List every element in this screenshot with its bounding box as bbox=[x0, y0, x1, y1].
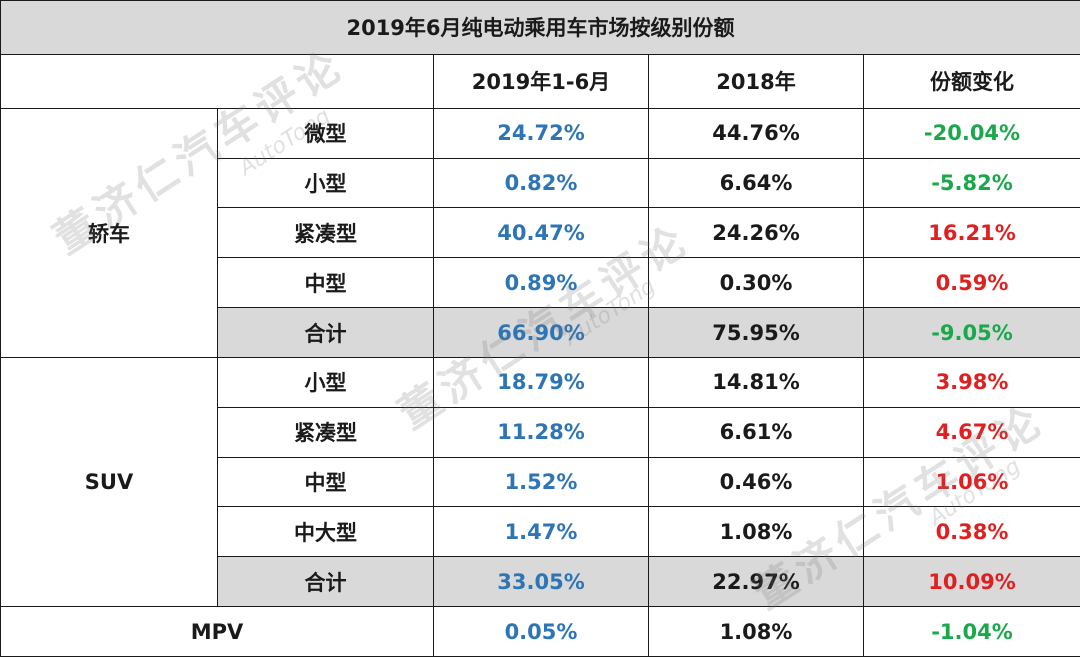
value-share-change: -9.05% bbox=[863, 307, 1080, 358]
value-2019-h1: 24.72% bbox=[433, 107, 649, 159]
value-2018: 0.46% bbox=[648, 456, 864, 508]
value-2019-h1: 0.05% bbox=[433, 606, 649, 657]
header-share-change: 份额变化 bbox=[863, 53, 1080, 109]
value-2018: 1.08% bbox=[648, 506, 864, 558]
header-2019-h1: 2019年1-6月 bbox=[433, 53, 649, 109]
subtotal-row: 合计 66.90% 75.95% -9.05% bbox=[1, 307, 1080, 358]
value-share-change: 4.67% bbox=[863, 406, 1080, 458]
value-2018: 0.30% bbox=[648, 257, 864, 309]
header-blank bbox=[0, 53, 434, 109]
table-row: 中大型 1.47% 1.08% 0.38% bbox=[1, 506, 1080, 558]
segment-label: 小型 bbox=[217, 356, 434, 408]
table-row: 紧凑型 11.28% 6.61% 4.67% bbox=[1, 406, 1080, 458]
segment-label: 中型 bbox=[217, 257, 434, 309]
segment-label: 小型 bbox=[217, 157, 434, 209]
value-2018: 24.26% bbox=[648, 207, 864, 259]
value-share-change: 1.06% bbox=[863, 456, 1080, 508]
value-2019-h1: 18.79% bbox=[433, 356, 649, 408]
value-2018: 6.61% bbox=[648, 406, 864, 458]
category-label: SUV bbox=[0, 356, 218, 608]
segment-label: 紧凑型 bbox=[217, 406, 434, 458]
value-2019-h1: 33.05% bbox=[433, 556, 649, 608]
value-share-change: 0.59% bbox=[863, 257, 1080, 309]
subtotal-row: 合计 33.05% 22.97% 10.09% bbox=[1, 556, 1080, 608]
value-share-change: 0.38% bbox=[863, 506, 1080, 558]
value-share-change: 10.09% bbox=[863, 556, 1080, 608]
value-2018: 6.64% bbox=[648, 157, 864, 209]
subtotal-label: 合计 bbox=[217, 556, 434, 608]
value-share-change: 3.98% bbox=[863, 356, 1080, 408]
table-title: 2019年6月纯电动乘用车市场按级别份额 bbox=[0, 0, 1080, 55]
value-2018: 44.76% bbox=[648, 107, 864, 159]
value-share-change: -5.82% bbox=[863, 157, 1080, 209]
segment-label: 中型 bbox=[217, 456, 434, 508]
segment-label: 中大型 bbox=[217, 506, 434, 558]
value-2018: 75.95% bbox=[648, 307, 864, 358]
segment-label: 紧凑型 bbox=[217, 207, 434, 259]
value-share-change: -20.04% bbox=[863, 107, 1080, 159]
value-2018: 22.97% bbox=[648, 556, 864, 608]
value-2018: 1.08% bbox=[648, 606, 864, 657]
value-2019-h1: 66.90% bbox=[433, 307, 649, 358]
value-share-change: 16.21% bbox=[863, 207, 1080, 259]
table-row: 中型 1.52% 0.46% 1.06% bbox=[1, 456, 1080, 508]
table-row: 轿车 微型 24.72% 44.76% -20.04% bbox=[0, 107, 1080, 358]
segment-label: 微型 bbox=[217, 107, 434, 159]
value-2019-h1: 0.89% bbox=[433, 257, 649, 309]
table-row: MPV 0.05% 1.08% -1.04% bbox=[0, 606, 1080, 657]
header-2018: 2018年 bbox=[648, 53, 864, 109]
value-2019-h1: 40.47% bbox=[433, 207, 649, 259]
value-2019-h1: 1.52% bbox=[433, 456, 649, 508]
category-label: 轿车 bbox=[0, 107, 218, 358]
subtotal-label: 合计 bbox=[217, 307, 434, 358]
value-share-change: -1.04% bbox=[863, 606, 1080, 657]
value-2018: 14.81% bbox=[648, 356, 864, 408]
value-2019-h1: 1.47% bbox=[433, 506, 649, 558]
table-row: SUV 小型 18.79% 14.81% 3.98% bbox=[0, 356, 1080, 608]
value-2019-h1: 11.28% bbox=[433, 406, 649, 458]
value-2019-h1: 0.82% bbox=[433, 157, 649, 209]
category-label: MPV bbox=[0, 606, 434, 657]
table-row: 中型 0.89% 0.30% 0.59% bbox=[1, 257, 1080, 309]
